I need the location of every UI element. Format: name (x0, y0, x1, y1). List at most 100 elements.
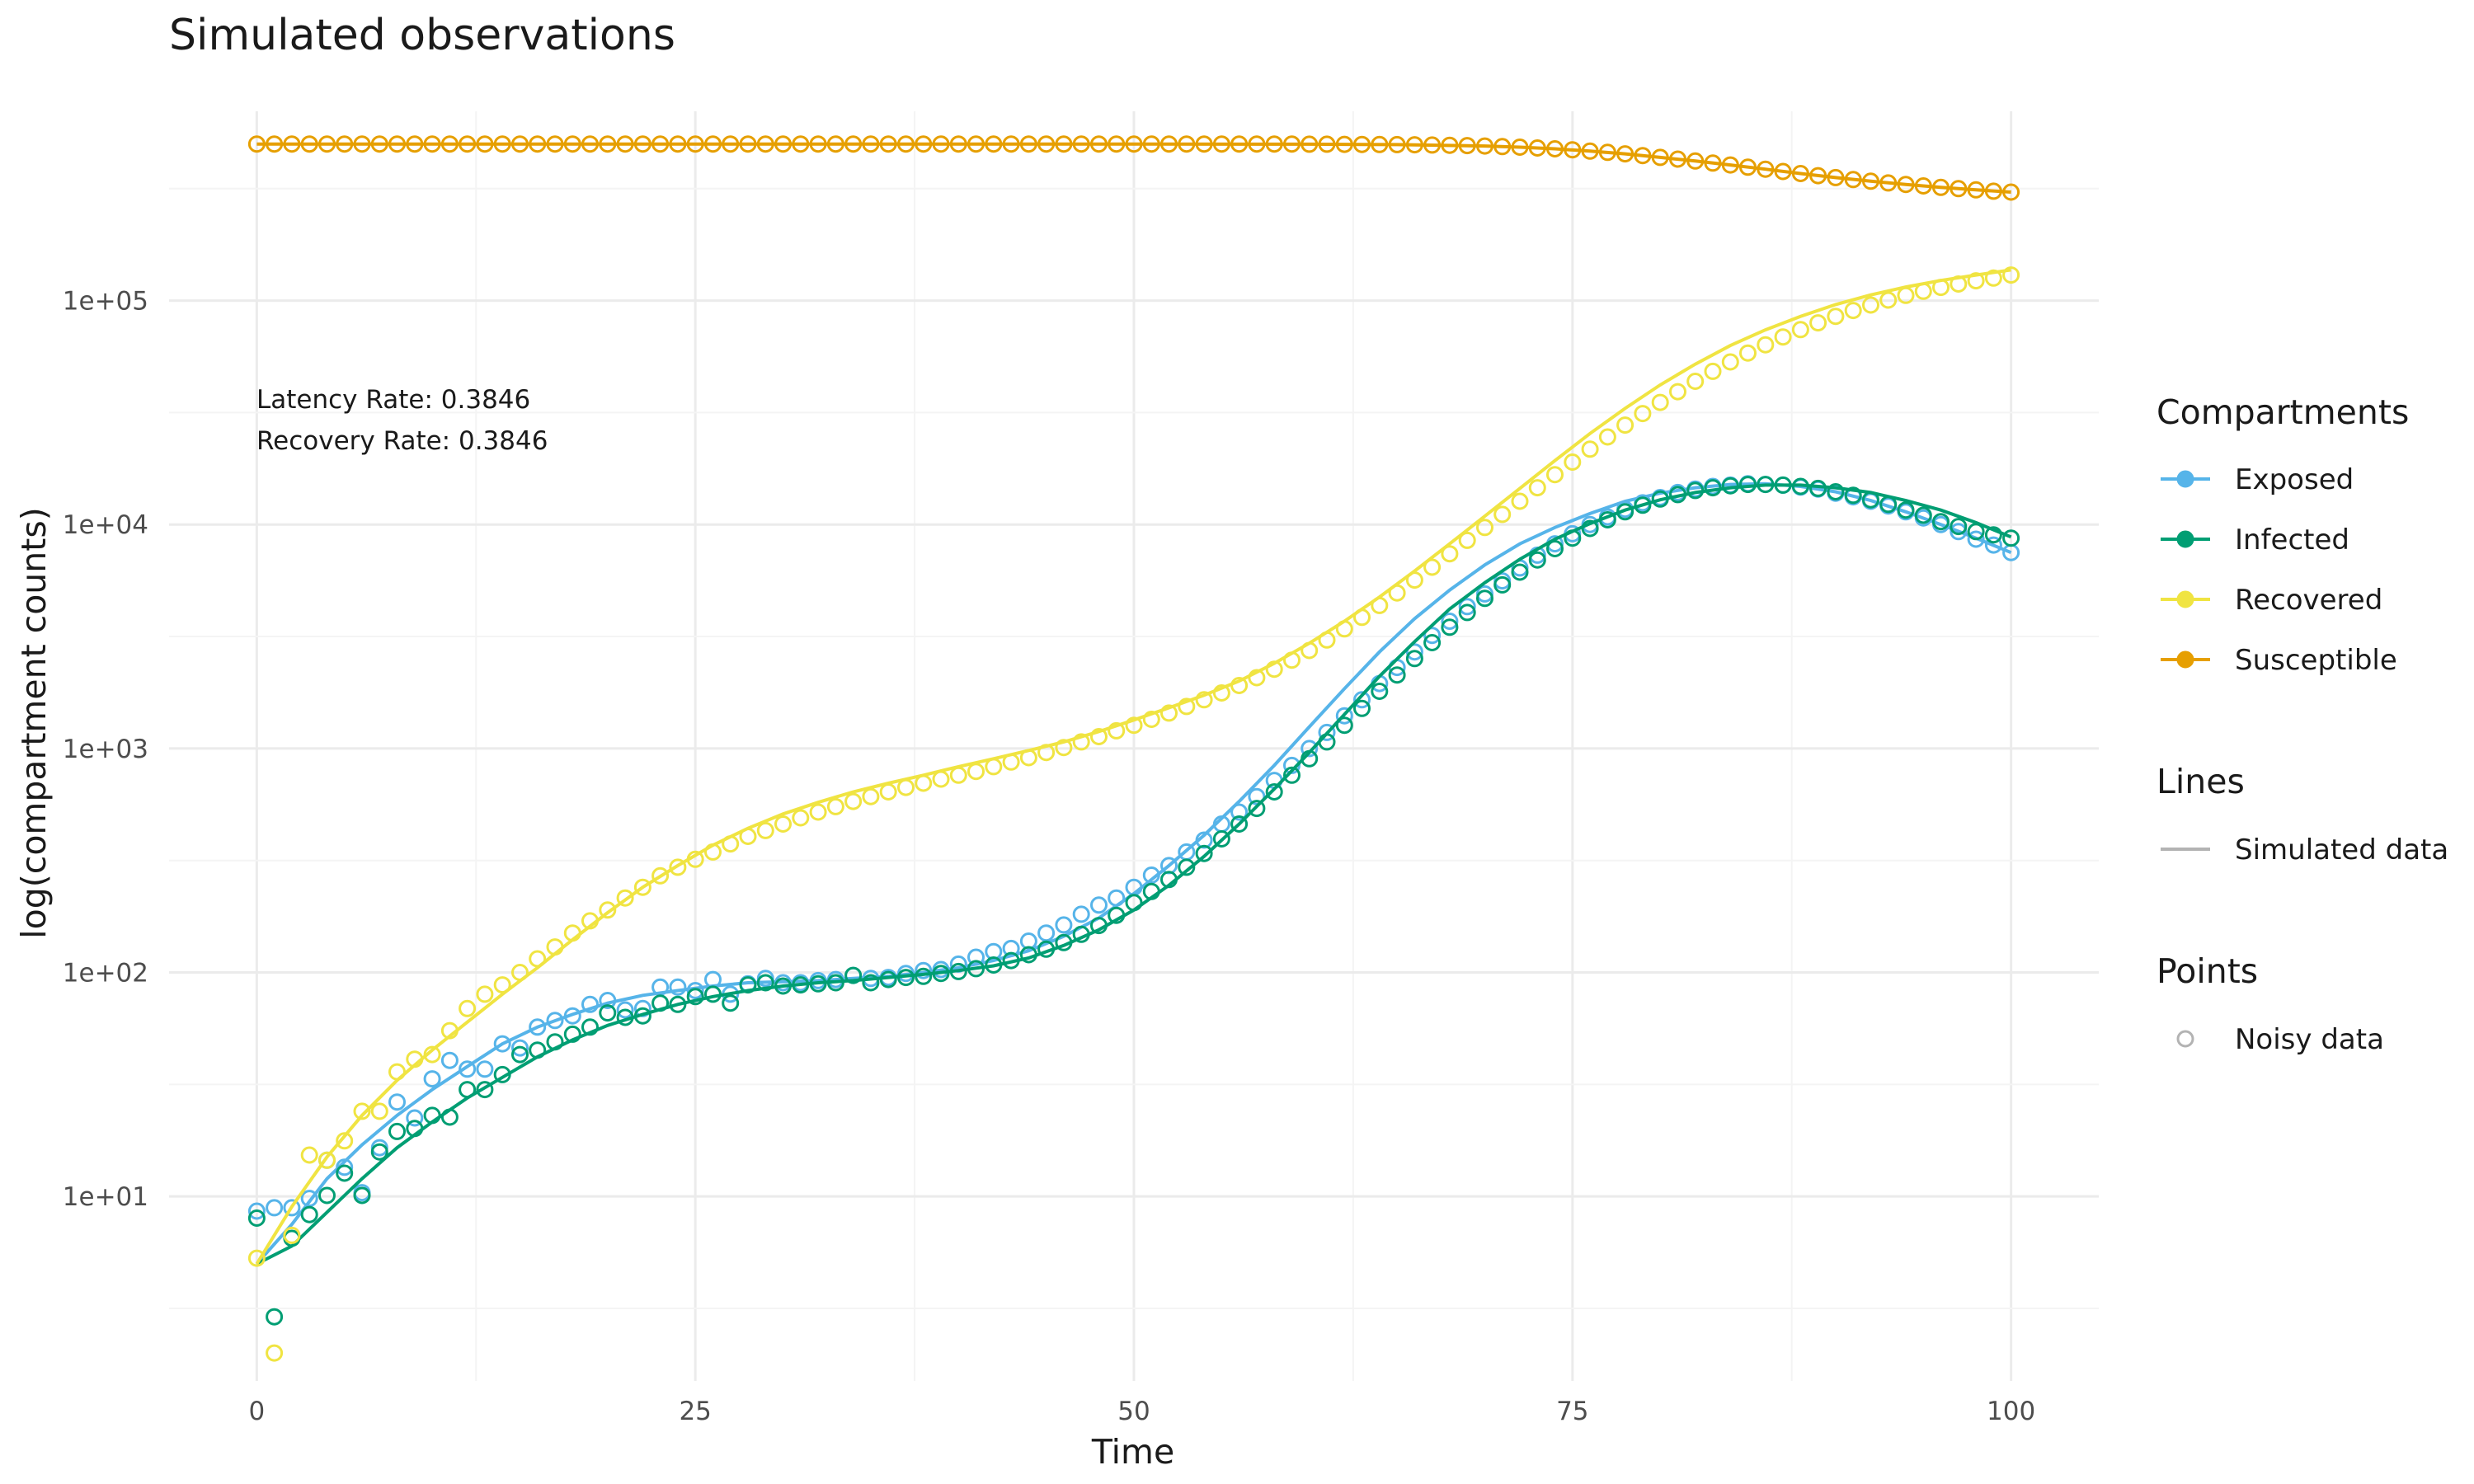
data-point-recovered (1827, 308, 1845, 326)
data-point-susceptible (1493, 138, 1512, 156)
data-point-infected (493, 1065, 511, 1083)
data-point-susceptible (1090, 135, 1108, 153)
data-point-susceptible (353, 135, 371, 153)
data-point-exposed (283, 1199, 301, 1217)
data-point-recovered (406, 1050, 424, 1068)
data-point-exposed (1318, 723, 1336, 741)
data-point-recovered (1248, 669, 1266, 687)
data-point-susceptible (1774, 162, 1792, 181)
data-point-infected (1651, 490, 1669, 508)
data-point-recovered (546, 938, 564, 956)
data-point-infected (633, 1007, 651, 1025)
y-axis-title: log(compartment counts) (14, 507, 54, 938)
data-point-infected (529, 1041, 547, 1059)
x-tick-label: 100 (1987, 1397, 2035, 1426)
data-point-exposed (300, 1190, 318, 1208)
data-point-infected (599, 1004, 617, 1022)
data-point-recovered (1160, 704, 1178, 722)
legend-key-point-recovered (2176, 590, 2194, 608)
data-point-infected (370, 1143, 388, 1161)
y-axis-ticks: 1e+01 1e+02 1e+03 1e+04 1e+05 (63, 287, 148, 1213)
data-point-recovered (1142, 711, 1160, 728)
data-point-susceptible (722, 135, 740, 153)
data-point-infected (879, 970, 897, 989)
data-point-susceptible (1476, 137, 1493, 155)
data-point-recovered (1669, 383, 1686, 401)
data-point-recovered (1967, 272, 1985, 290)
data-point-susceptible (1212, 135, 1230, 153)
data-point-susceptible (459, 135, 477, 153)
data-point-recovered (1616, 416, 1634, 434)
data-point-infected (1283, 766, 1300, 784)
data-point-infected (406, 1120, 424, 1138)
data-point-exposed (1002, 939, 1020, 957)
data-point-infected (318, 1186, 336, 1205)
data-point-susceptible (633, 135, 651, 153)
data-point-recovered (247, 1249, 266, 1267)
data-point-susceptible (1669, 150, 1686, 168)
data-point-susceptible (423, 135, 441, 153)
data-point-infected (1160, 871, 1178, 889)
data-point-recovered (1791, 321, 1809, 339)
legend-label-recovered: Recovered (2235, 584, 2382, 617)
data-point-susceptible (546, 135, 564, 153)
data-point-susceptible (932, 135, 950, 153)
data-point-susceptible (1335, 135, 1353, 153)
series-line-recovered (255, 268, 2011, 1266)
data-point-recovered (581, 912, 599, 930)
data-point-recovered (1546, 466, 1564, 484)
data-point-susceptible (1160, 135, 1178, 153)
data-point-susceptible (985, 135, 1003, 153)
data-point-recovered (1423, 558, 1442, 576)
data-point-recovered (862, 787, 880, 805)
legend-label-noisy-data: Noisy data (2235, 1023, 2384, 1056)
data-point-recovered (879, 783, 897, 801)
data-point-recovered (476, 985, 494, 1003)
data-point-susceptible (1757, 160, 1775, 178)
data-point-susceptible (862, 135, 880, 153)
data-point-susceptible (1914, 177, 1932, 195)
data-point-exposed (266, 1199, 284, 1217)
data-point-infected (336, 1164, 354, 1182)
data-point-recovered (669, 858, 687, 876)
data-point-infected (985, 956, 1003, 974)
data-point-infected (792, 976, 810, 994)
data-point-infected (967, 960, 985, 978)
data-point-recovered (1037, 744, 1056, 762)
data-point-recovered (985, 758, 1003, 776)
data-point-susceptible (1967, 181, 1985, 199)
data-point-recovered (1581, 440, 1599, 458)
data-point-exposed (581, 995, 599, 1013)
data-point-recovered (1318, 631, 1336, 649)
data-point-exposed (985, 942, 1003, 960)
data-point-infected (826, 974, 844, 992)
data-point-infected (669, 995, 687, 1013)
data-point-exposed (1423, 627, 1442, 645)
data-point-infected (1791, 477, 1809, 495)
data-point-recovered (353, 1102, 371, 1120)
data-point-exposed (1248, 787, 1266, 805)
data-point-susceptible (949, 135, 967, 153)
data-point-infected (1932, 513, 1950, 531)
data-point-susceptible (1862, 172, 1879, 190)
data-point-recovered (1704, 362, 1722, 380)
data-point-susceptible (1318, 135, 1336, 153)
series-line-susceptible (256, 142, 2011, 194)
data-point-susceptible (1265, 135, 1283, 153)
x-tick-label: 50 (1117, 1397, 1150, 1426)
data-point-exposed (563, 1007, 581, 1025)
data-point-recovered (1564, 453, 1582, 471)
data-point-exposed (1405, 643, 1423, 661)
data-point-infected (1721, 477, 1739, 495)
data-point-susceptible (1353, 135, 1371, 153)
data-point-exposed (336, 1158, 354, 1176)
data-point-susceptible (529, 135, 547, 153)
data-point-susceptible (669, 135, 687, 153)
data-point-infected (247, 1209, 266, 1227)
data-point-susceptible (1528, 139, 1546, 157)
data-point-susceptible (300, 135, 318, 153)
data-point-exposed (1984, 536, 2002, 554)
data-point-susceptible (1195, 135, 1213, 153)
data-point-infected (1862, 491, 1879, 509)
